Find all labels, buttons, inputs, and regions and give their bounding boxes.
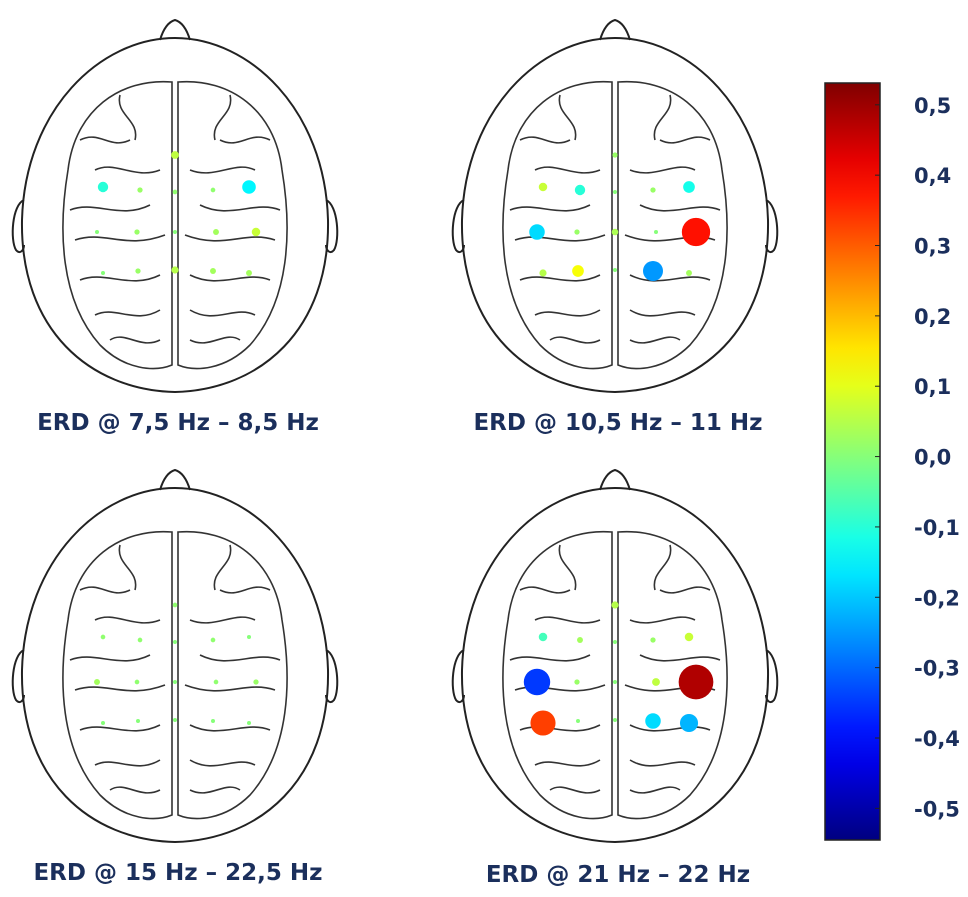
electrode <box>214 680 219 685</box>
electrode <box>612 229 619 236</box>
electrode <box>173 230 177 234</box>
electrode <box>252 228 260 236</box>
electrode <box>577 637 583 643</box>
electrode <box>613 640 617 644</box>
colorbar-label: 0,0 <box>914 446 951 470</box>
electrode <box>611 601 618 608</box>
electrode <box>645 713 661 729</box>
head-outline <box>453 470 778 842</box>
electrode <box>98 182 108 192</box>
electrode <box>576 719 580 723</box>
electrode <box>247 635 251 639</box>
electrode <box>173 190 178 195</box>
colorbar-label: 0,4 <box>914 164 951 188</box>
electrode <box>539 633 547 641</box>
electrode <box>173 680 177 684</box>
electrode <box>173 640 177 644</box>
electrode <box>95 230 99 234</box>
electrode <box>173 603 178 608</box>
brain-panel <box>453 470 778 842</box>
colorbar-label: 0,1 <box>914 375 951 399</box>
electrode <box>686 270 692 276</box>
electrode <box>679 665 714 700</box>
electrode <box>138 638 143 643</box>
electrode <box>134 229 139 234</box>
electrode <box>247 721 251 725</box>
head-outline <box>13 20 338 392</box>
electrode <box>680 714 698 732</box>
colorbar-label: -0,2 <box>914 586 960 610</box>
colorbar-label: -0,3 <box>914 657 960 681</box>
electrode <box>612 152 617 157</box>
electrode <box>253 679 258 684</box>
electrode <box>135 680 140 685</box>
electrode <box>574 679 579 684</box>
electrode <box>683 181 695 193</box>
brain-panel <box>13 20 338 392</box>
electrode <box>575 185 585 195</box>
electrode <box>101 721 105 725</box>
electrode <box>613 190 617 194</box>
electrode <box>171 151 179 159</box>
panel-title: ERD @ 21 Hz – 22 Hz <box>486 862 750 888</box>
electrode <box>173 718 177 722</box>
electrode <box>643 261 663 281</box>
colorbar-label: -0,5 <box>914 797 960 821</box>
panel-title: ERD @ 10,5 Hz – 11 Hz <box>473 410 762 436</box>
electrode <box>574 229 579 234</box>
electrode <box>650 637 655 642</box>
electrode <box>539 183 547 191</box>
electrode <box>613 680 617 684</box>
electrode <box>572 265 584 277</box>
electrode <box>135 268 140 273</box>
head-outline <box>13 470 338 842</box>
colorbar <box>825 83 880 840</box>
electrode <box>685 633 693 641</box>
panel-title: ERD @ 15 Hz – 22,5 Hz <box>33 860 322 886</box>
panel-title: ERD @ 7,5 Hz – 8,5 Hz <box>37 410 319 436</box>
electrode <box>539 269 546 276</box>
electrode <box>613 268 617 272</box>
colorbar-label: -0,4 <box>914 727 960 751</box>
electrode <box>524 669 550 695</box>
electrode <box>246 270 252 276</box>
electrode <box>211 188 216 193</box>
electrode <box>137 187 142 192</box>
colorbar-label: -0,1 <box>914 516 960 540</box>
electrode <box>171 266 178 273</box>
electrode <box>211 719 215 723</box>
electrode <box>529 224 545 240</box>
electrode <box>101 271 105 275</box>
head-outline <box>453 20 778 392</box>
brain-panel <box>453 20 778 392</box>
electrode <box>650 187 655 192</box>
colorbar-label: 0,5 <box>914 94 951 118</box>
electrode <box>530 710 555 735</box>
electrode <box>242 180 256 194</box>
colorbar-label: 0,3 <box>914 235 951 259</box>
figure: ERD @ 7,5 Hz – 8,5 Hz ERD @ 10,5 Hz – 11 … <box>0 0 968 897</box>
electrode <box>211 638 216 643</box>
electrode <box>654 230 658 234</box>
electrode <box>210 268 216 274</box>
electrode <box>652 678 660 686</box>
electrode <box>682 218 710 246</box>
brain-panel <box>13 470 338 842</box>
electrode <box>94 679 100 685</box>
electrode <box>136 719 140 723</box>
electrode <box>613 718 617 722</box>
colorbar-label: 0,2 <box>914 305 951 329</box>
electrode <box>213 229 219 235</box>
electrode <box>101 635 106 640</box>
